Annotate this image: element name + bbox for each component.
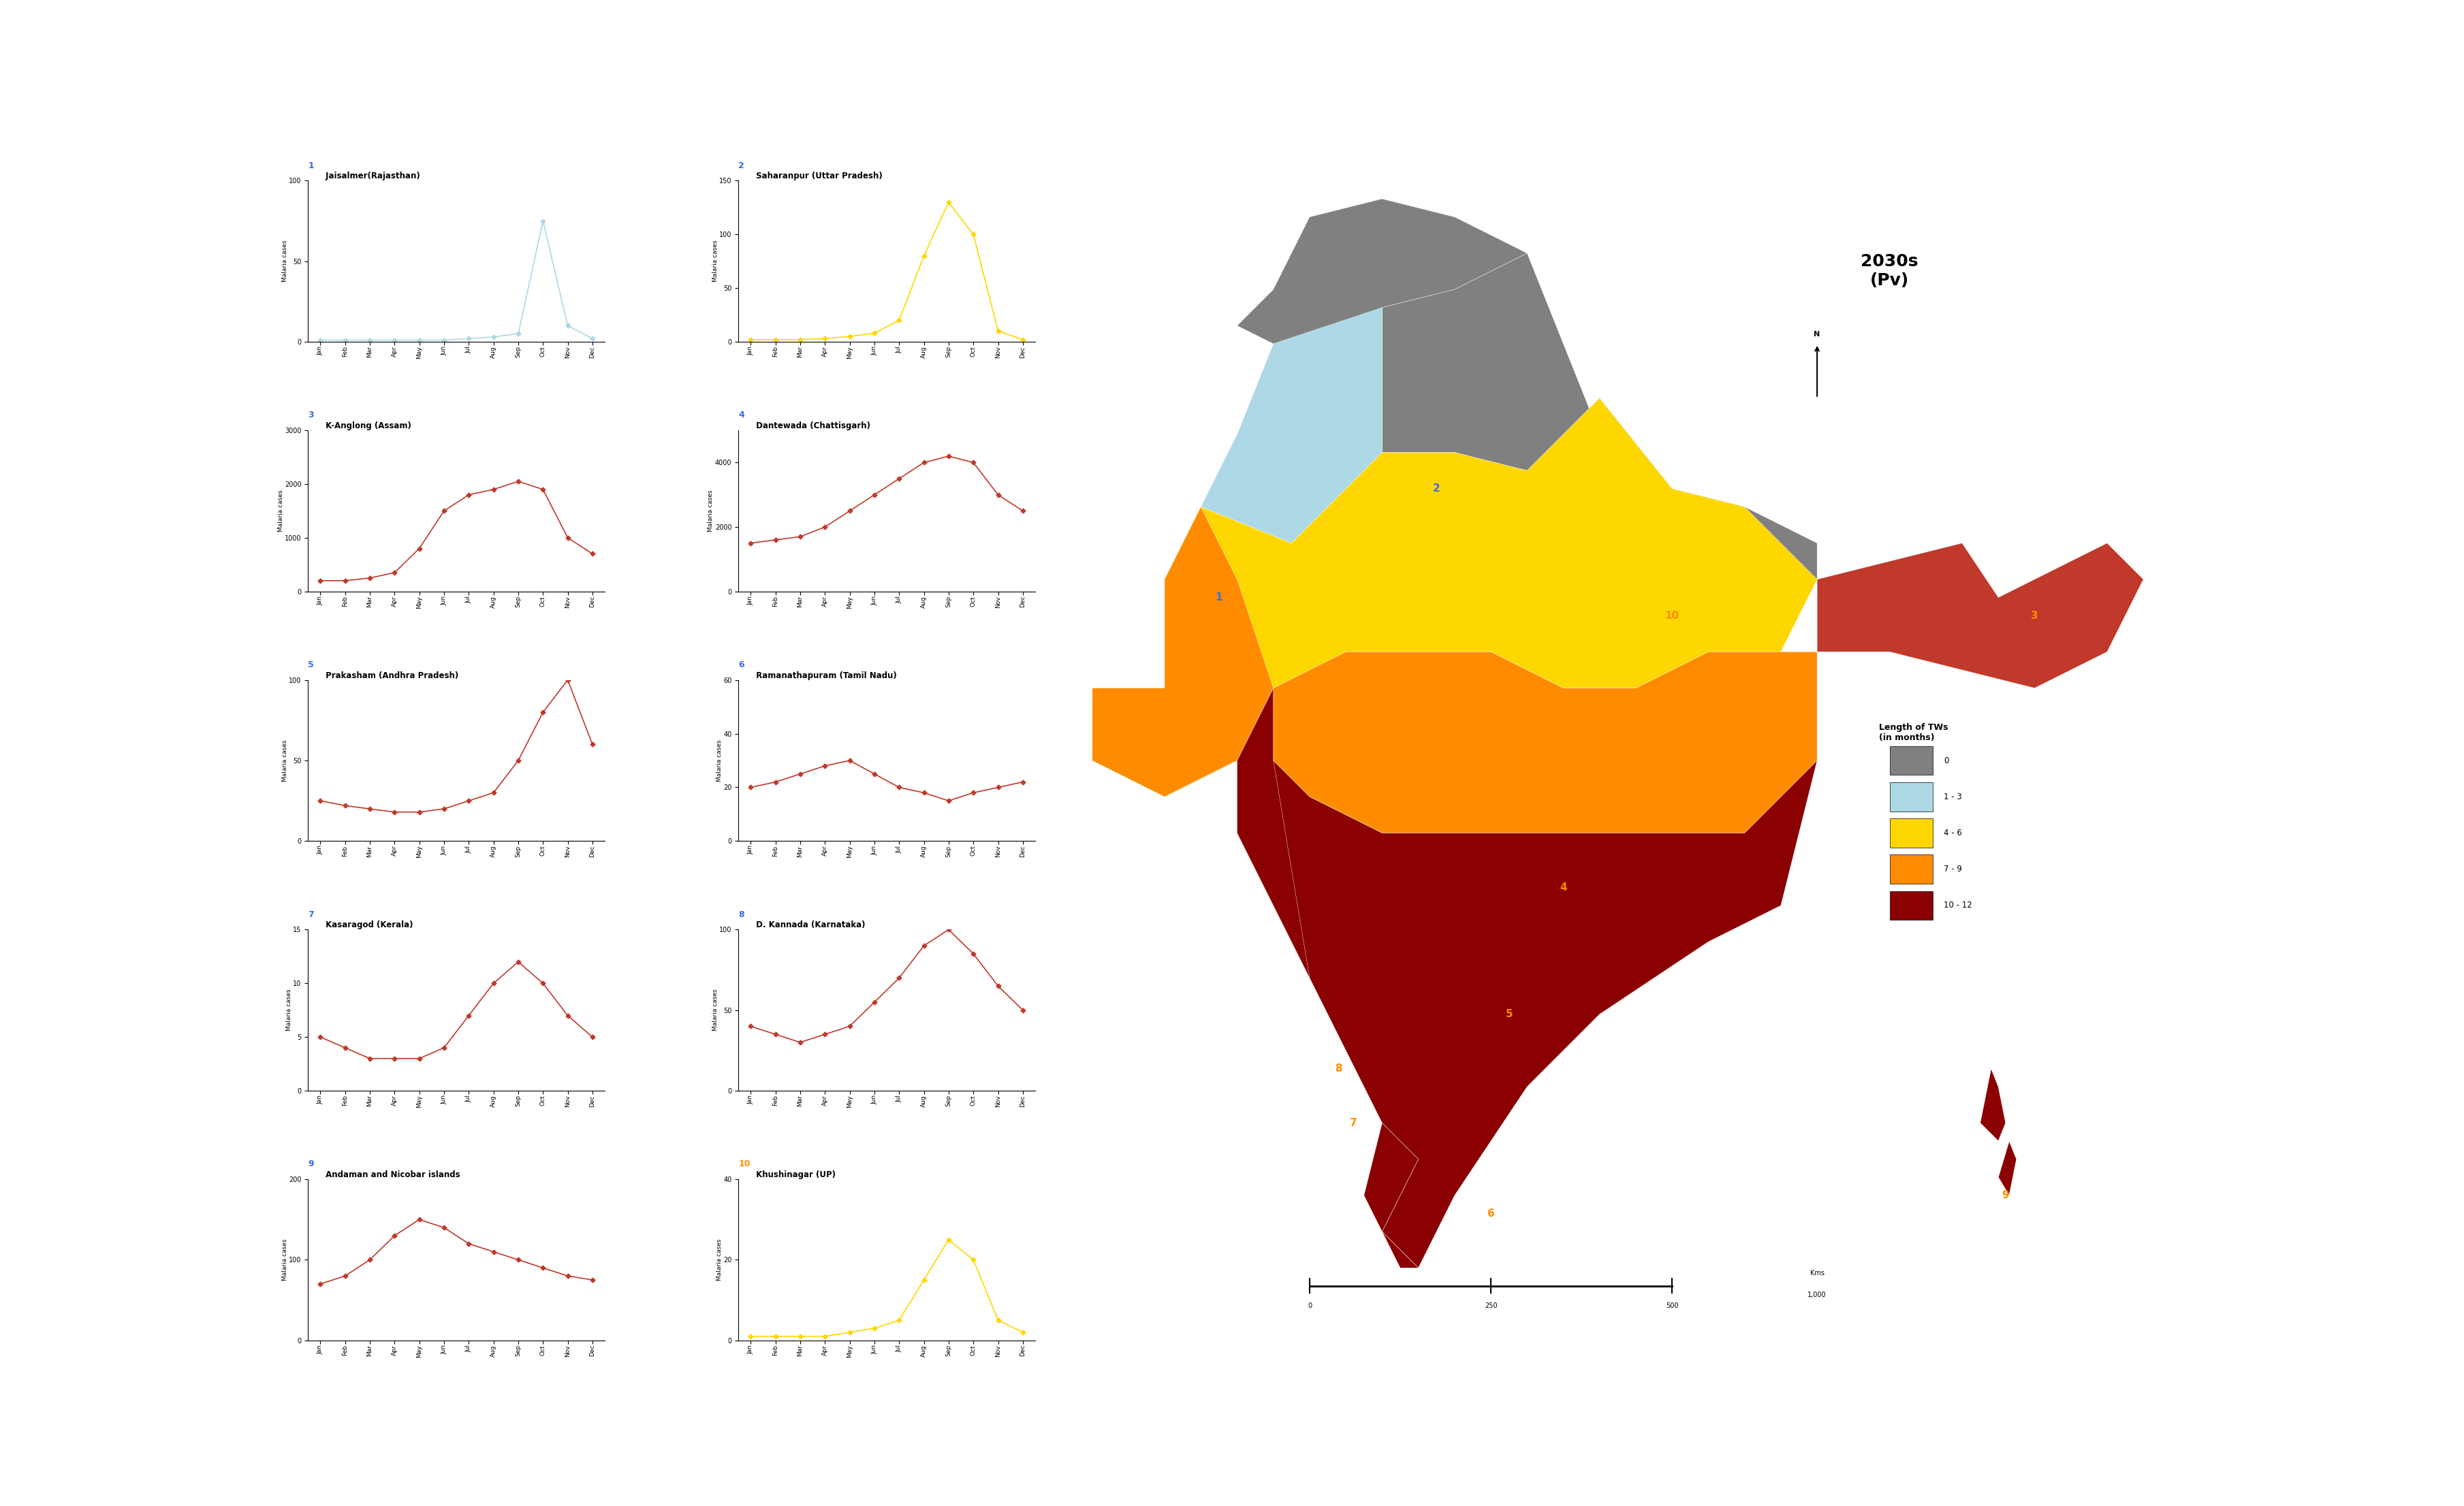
Polygon shape — [1200, 307, 1382, 544]
Text: 1: 1 — [1215, 592, 1222, 602]
Text: K-Anglong (Assam): K-Anglong (Assam) — [323, 422, 411, 431]
Text: 10: 10 — [739, 1160, 752, 1169]
Text: 10 - 12: 10 - 12 — [1944, 901, 1971, 910]
Polygon shape — [1237, 199, 1528, 361]
Text: Length of TWs
(in months): Length of TWs (in months) — [1878, 723, 1949, 742]
Bar — [1890, 819, 1934, 848]
Y-axis label: Malaria cases: Malaria cases — [281, 241, 288, 282]
Text: Dantewada (Chattisgarh): Dantewada (Chattisgarh) — [754, 422, 870, 431]
Text: 4: 4 — [1560, 883, 1567, 893]
Y-axis label: Malaria cases: Malaria cases — [286, 989, 293, 1032]
Text: 6: 6 — [739, 660, 744, 669]
Text: 5: 5 — [1506, 1009, 1513, 1020]
Y-axis label: Malaria cases: Malaria cases — [717, 739, 722, 782]
Text: Prakasham (Andhra Pradesh): Prakasham (Andhra Pradesh) — [323, 672, 458, 681]
Bar — [1890, 855, 1934, 884]
Text: Saharanpur (Uttar Pradesh): Saharanpur (Uttar Pradesh) — [754, 172, 882, 181]
Polygon shape — [1816, 544, 2144, 688]
Text: 2030s
(Pv): 2030s (Pv) — [1860, 253, 1919, 289]
Y-axis label: Malaria cases: Malaria cases — [278, 489, 283, 532]
Y-axis label: Malaria cases: Malaria cases — [281, 1239, 288, 1280]
Text: 0: 0 — [1308, 1303, 1311, 1309]
Text: Khushinagar (UP): Khushinagar (UP) — [754, 1170, 835, 1179]
Text: 3: 3 — [2030, 610, 2038, 620]
Text: 2: 2 — [1434, 483, 1439, 494]
Y-axis label: Malaria cases: Malaria cases — [707, 489, 715, 532]
Polygon shape — [1998, 1142, 2016, 1196]
Text: 5: 5 — [308, 660, 313, 669]
Polygon shape — [1981, 1069, 2006, 1142]
Text: 8: 8 — [739, 910, 744, 919]
Text: 1: 1 — [308, 161, 313, 170]
Text: 7: 7 — [1350, 1117, 1358, 1128]
Polygon shape — [1365, 1123, 1419, 1268]
Text: 1,000: 1,000 — [1809, 1292, 1826, 1298]
Y-axis label: Malaria cases: Malaria cases — [281, 739, 288, 782]
Text: 4 - 6: 4 - 6 — [1944, 828, 1961, 837]
Text: Jaisalmer(Rajasthan): Jaisalmer(Rajasthan) — [323, 172, 419, 181]
Polygon shape — [1237, 761, 1816, 1268]
Y-axis label: Malaria cases: Malaria cases — [712, 241, 717, 282]
Text: 500: 500 — [1666, 1303, 1678, 1309]
Text: 7: 7 — [308, 910, 313, 919]
Text: 0: 0 — [1944, 756, 1949, 765]
Text: 9: 9 — [2001, 1190, 2008, 1200]
Polygon shape — [1165, 398, 1816, 724]
Polygon shape — [1528, 398, 1816, 580]
Polygon shape — [1274, 652, 1816, 833]
Bar — [1890, 745, 1934, 776]
Text: 4: 4 — [739, 411, 744, 420]
Polygon shape — [1237, 688, 1308, 977]
Text: Kasaragod (Kerala): Kasaragod (Kerala) — [323, 920, 414, 929]
Bar — [1890, 782, 1934, 812]
Text: 3: 3 — [308, 411, 313, 420]
Bar — [1890, 892, 1934, 920]
Text: 9: 9 — [308, 1160, 313, 1169]
Text: 6: 6 — [1488, 1208, 1496, 1218]
Text: 1 - 3: 1 - 3 — [1944, 792, 1961, 801]
Y-axis label: Malaria cases: Malaria cases — [712, 989, 719, 1032]
Text: N: N — [1814, 331, 1821, 337]
Y-axis label: Malaria cases: Malaria cases — [717, 1239, 722, 1280]
Text: D. Kannada (Karnataka): D. Kannada (Karnataka) — [754, 920, 865, 929]
Text: Andaman and Nicobar islands: Andaman and Nicobar islands — [323, 1170, 461, 1179]
Text: 250: 250 — [1483, 1303, 1498, 1309]
Text: 8: 8 — [1335, 1063, 1343, 1074]
Polygon shape — [1382, 253, 1599, 471]
Text: Kms: Kms — [1811, 1270, 1823, 1277]
Text: Ramanathapuram (Tamil Nadu): Ramanathapuram (Tamil Nadu) — [754, 672, 897, 681]
Polygon shape — [1092, 508, 1274, 797]
Text: 7 - 9: 7 - 9 — [1944, 864, 1961, 873]
Text: 2: 2 — [739, 161, 744, 170]
Text: 10: 10 — [1666, 610, 1680, 620]
